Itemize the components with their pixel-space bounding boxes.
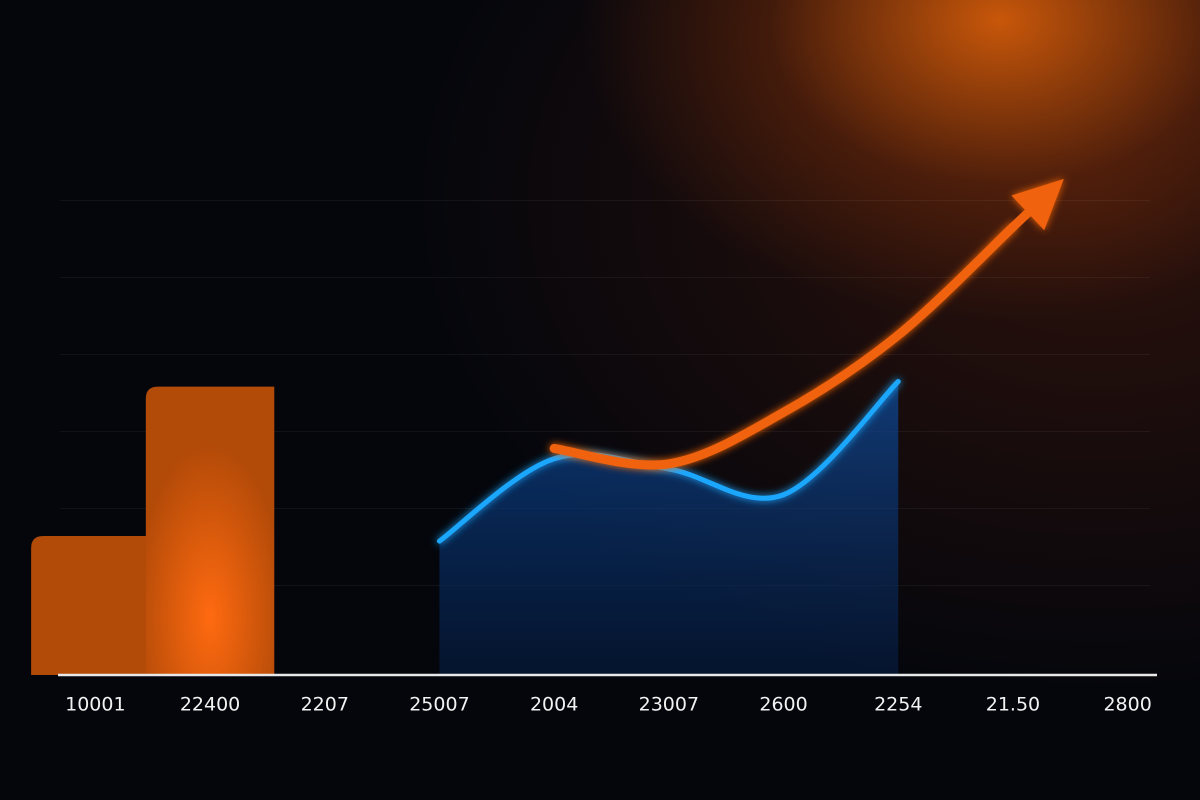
x-tick-label: 2254 <box>874 694 922 716</box>
x-tick-label: 2004 <box>530 694 578 716</box>
line <box>436 378 901 544</box>
x-tick-label: 2207 <box>301 694 349 716</box>
x-tick-label: 22400 <box>180 694 240 716</box>
x-tick-label: 25007 <box>409 694 469 716</box>
area <box>439 381 899 675</box>
x-tick-label: 2600 <box>759 694 807 716</box>
x-tick-label: 2800 <box>1103 694 1151 716</box>
arrow-head <box>1011 178 1064 231</box>
line <box>549 222 1018 470</box>
x-tick-label: 10001 <box>65 694 125 716</box>
bar <box>145 386 275 675</box>
x-tick-label: 23007 <box>639 694 699 716</box>
bar <box>31 535 160 675</box>
x-tick-label: 21.50 <box>986 694 1040 716</box>
